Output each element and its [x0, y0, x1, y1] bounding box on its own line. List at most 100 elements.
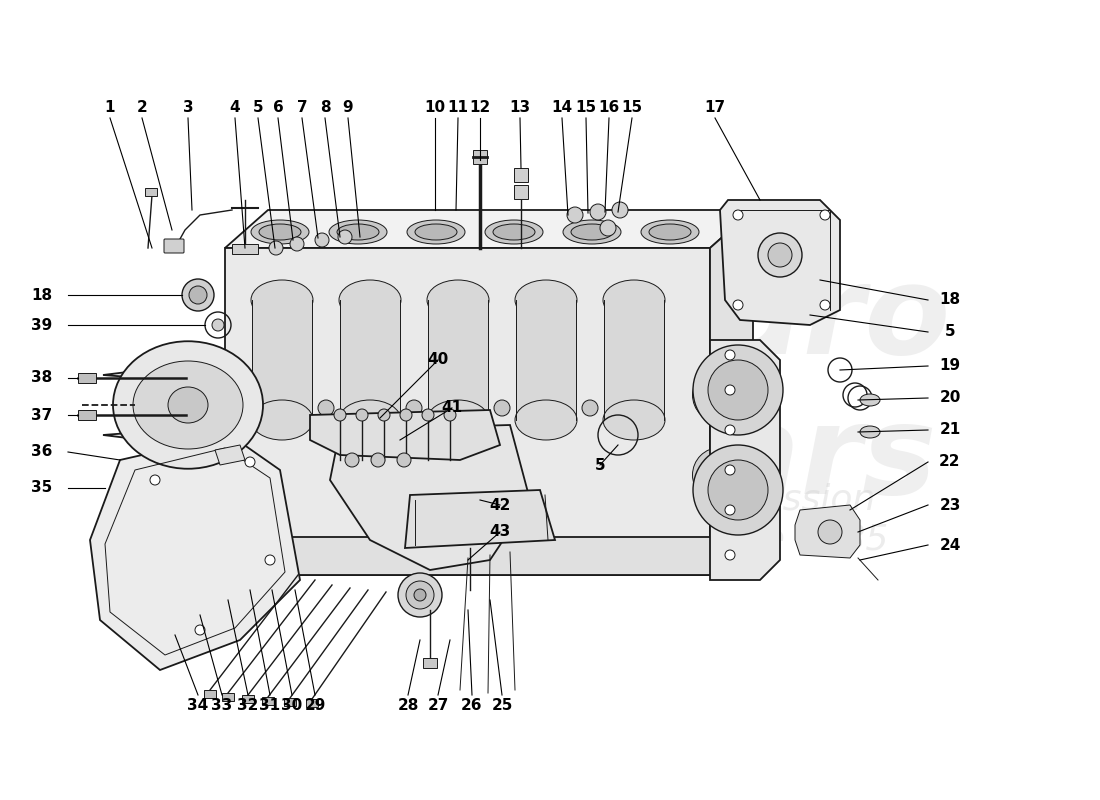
Text: 4: 4 — [230, 101, 240, 115]
Circle shape — [406, 581, 434, 609]
Text: 18: 18 — [939, 293, 960, 307]
FancyBboxPatch shape — [516, 300, 576, 420]
Text: 34: 34 — [187, 698, 209, 713]
Ellipse shape — [515, 280, 578, 320]
Polygon shape — [710, 340, 780, 580]
Text: 17: 17 — [704, 101, 726, 115]
Text: 41: 41 — [441, 401, 463, 415]
Circle shape — [265, 555, 275, 565]
Text: 26: 26 — [461, 698, 483, 713]
Polygon shape — [226, 537, 754, 575]
Circle shape — [397, 453, 411, 467]
Text: 9: 9 — [343, 101, 353, 115]
Ellipse shape — [251, 400, 314, 440]
Ellipse shape — [603, 400, 666, 440]
Text: 39: 39 — [32, 318, 53, 333]
Circle shape — [725, 350, 735, 360]
Text: 35: 35 — [32, 481, 53, 495]
Text: 5: 5 — [945, 325, 955, 339]
Circle shape — [356, 409, 369, 421]
Text: 18: 18 — [32, 287, 53, 302]
Circle shape — [494, 400, 510, 416]
Ellipse shape — [701, 456, 739, 494]
Circle shape — [212, 319, 224, 331]
Circle shape — [818, 520, 842, 544]
Circle shape — [345, 453, 359, 467]
Ellipse shape — [407, 220, 465, 244]
Circle shape — [733, 300, 742, 310]
Ellipse shape — [251, 220, 309, 244]
Ellipse shape — [329, 220, 387, 244]
Circle shape — [315, 233, 329, 247]
Circle shape — [422, 409, 435, 421]
Bar — [473, 150, 487, 164]
Circle shape — [245, 457, 255, 467]
Polygon shape — [720, 200, 840, 325]
Bar — [242, 695, 254, 703]
Bar — [262, 697, 274, 705]
Circle shape — [725, 550, 735, 560]
Bar — [78, 410, 96, 420]
Bar — [306, 699, 318, 707]
Text: 16: 16 — [598, 101, 619, 115]
Bar — [424, 658, 437, 668]
Bar — [514, 168, 528, 182]
Circle shape — [290, 237, 304, 251]
Circle shape — [725, 465, 735, 475]
Ellipse shape — [133, 361, 243, 449]
Circle shape — [733, 210, 742, 220]
Bar — [514, 185, 528, 199]
Text: 7: 7 — [297, 101, 307, 115]
Text: 33: 33 — [211, 698, 232, 713]
Circle shape — [820, 210, 830, 220]
Text: 21: 21 — [939, 422, 960, 438]
Circle shape — [400, 409, 412, 421]
Circle shape — [600, 220, 616, 236]
Text: 14: 14 — [551, 101, 573, 115]
Ellipse shape — [693, 447, 748, 502]
Polygon shape — [795, 505, 860, 558]
Circle shape — [150, 475, 160, 485]
Circle shape — [406, 400, 422, 416]
Circle shape — [612, 202, 628, 218]
Text: 15: 15 — [621, 101, 642, 115]
Ellipse shape — [515, 400, 578, 440]
Bar — [232, 244, 258, 254]
Ellipse shape — [339, 280, 402, 320]
Text: 8: 8 — [320, 101, 330, 115]
Bar — [145, 188, 157, 196]
Text: 38: 38 — [32, 370, 53, 386]
Ellipse shape — [571, 224, 613, 240]
Circle shape — [334, 409, 346, 421]
Ellipse shape — [493, 224, 535, 240]
Polygon shape — [214, 445, 245, 465]
Ellipse shape — [337, 224, 379, 240]
Circle shape — [371, 453, 385, 467]
Circle shape — [590, 204, 606, 220]
Text: 28: 28 — [397, 698, 419, 713]
Polygon shape — [90, 435, 300, 670]
Ellipse shape — [427, 400, 490, 440]
Ellipse shape — [113, 342, 263, 469]
Text: 10: 10 — [425, 101, 446, 115]
FancyBboxPatch shape — [340, 300, 400, 420]
Circle shape — [338, 230, 352, 244]
Polygon shape — [330, 425, 530, 570]
Circle shape — [318, 400, 334, 416]
Circle shape — [182, 279, 214, 311]
Circle shape — [768, 243, 792, 267]
Text: 11: 11 — [448, 101, 469, 115]
Ellipse shape — [693, 367, 748, 422]
Text: 2: 2 — [136, 101, 147, 115]
Circle shape — [708, 360, 768, 420]
Text: 1: 1 — [104, 101, 116, 115]
Circle shape — [398, 573, 442, 617]
Text: 5: 5 — [253, 101, 263, 115]
Text: 40: 40 — [428, 353, 449, 367]
FancyBboxPatch shape — [604, 300, 664, 420]
Ellipse shape — [251, 280, 314, 320]
Ellipse shape — [563, 220, 622, 244]
Circle shape — [270, 241, 283, 255]
Circle shape — [725, 425, 735, 435]
Polygon shape — [405, 490, 556, 548]
